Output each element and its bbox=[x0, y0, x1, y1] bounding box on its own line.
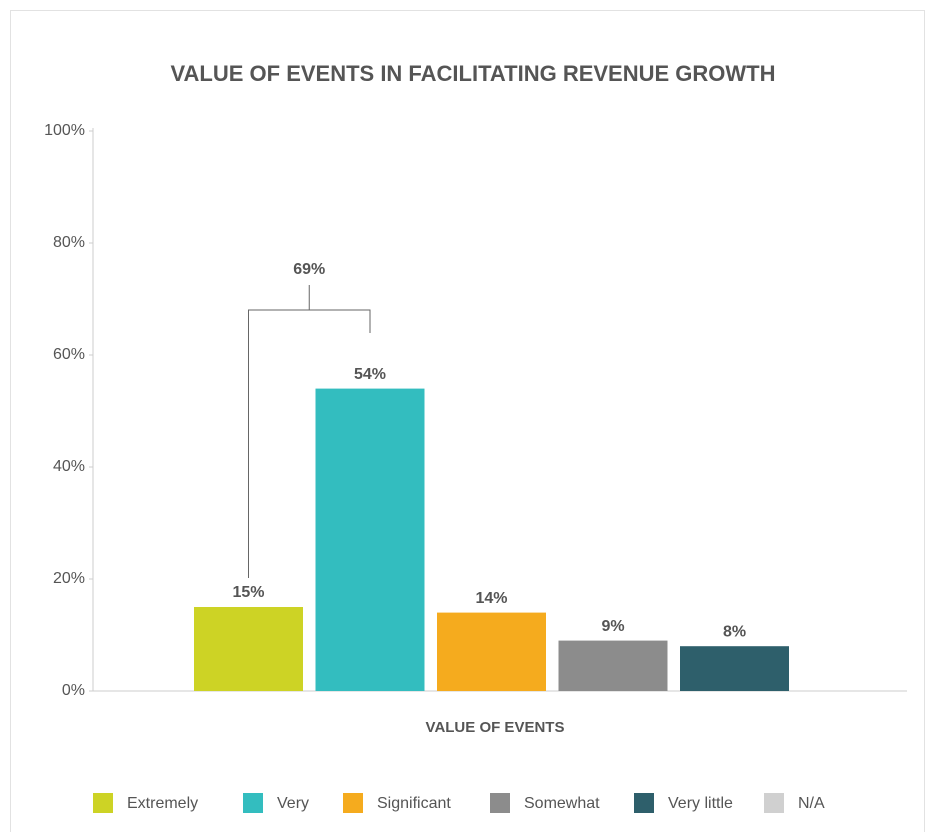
annotation: 69% bbox=[293, 261, 325, 278]
legend-swatch bbox=[490, 793, 510, 813]
bar bbox=[315, 388, 425, 691]
data-label: 54% bbox=[354, 366, 386, 383]
y-tick-label: 40% bbox=[53, 458, 85, 475]
legend-label: Extremely bbox=[127, 795, 198, 812]
x-axis-label: VALUE OF EVENTS bbox=[426, 719, 565, 736]
bar bbox=[194, 607, 303, 691]
legend-swatch bbox=[93, 793, 113, 813]
data-label: 15% bbox=[232, 584, 264, 601]
chart-title: VALUE OF EVENTS IN FACILITATING REVENUE … bbox=[170, 61, 775, 86]
legend-label: Significant bbox=[377, 795, 451, 812]
legend-label: Somewhat bbox=[524, 795, 600, 812]
annotation-bracket bbox=[248, 285, 371, 578]
y-tick-label: 80% bbox=[53, 234, 85, 251]
y-tick-label: 100% bbox=[44, 122, 85, 139]
bar bbox=[558, 640, 668, 691]
legend-swatch bbox=[764, 793, 784, 813]
frame bbox=[10, 10, 925, 832]
legend-swatch bbox=[634, 793, 654, 813]
y-tick-label: 60% bbox=[53, 346, 85, 363]
legend-swatch bbox=[243, 793, 263, 813]
legend-label: Very little bbox=[668, 795, 733, 812]
legend-swatch bbox=[343, 793, 363, 813]
bar bbox=[680, 646, 789, 691]
legend-label: N/A bbox=[798, 795, 825, 812]
legend-label: Very bbox=[277, 795, 309, 812]
data-label: 9% bbox=[601, 618, 624, 635]
data-label: 14% bbox=[475, 590, 507, 607]
y-tick-label: 0% bbox=[62, 682, 85, 699]
y-tick-label: 20% bbox=[53, 570, 85, 587]
bar bbox=[437, 612, 546, 691]
data-label: 8% bbox=[723, 623, 746, 640]
